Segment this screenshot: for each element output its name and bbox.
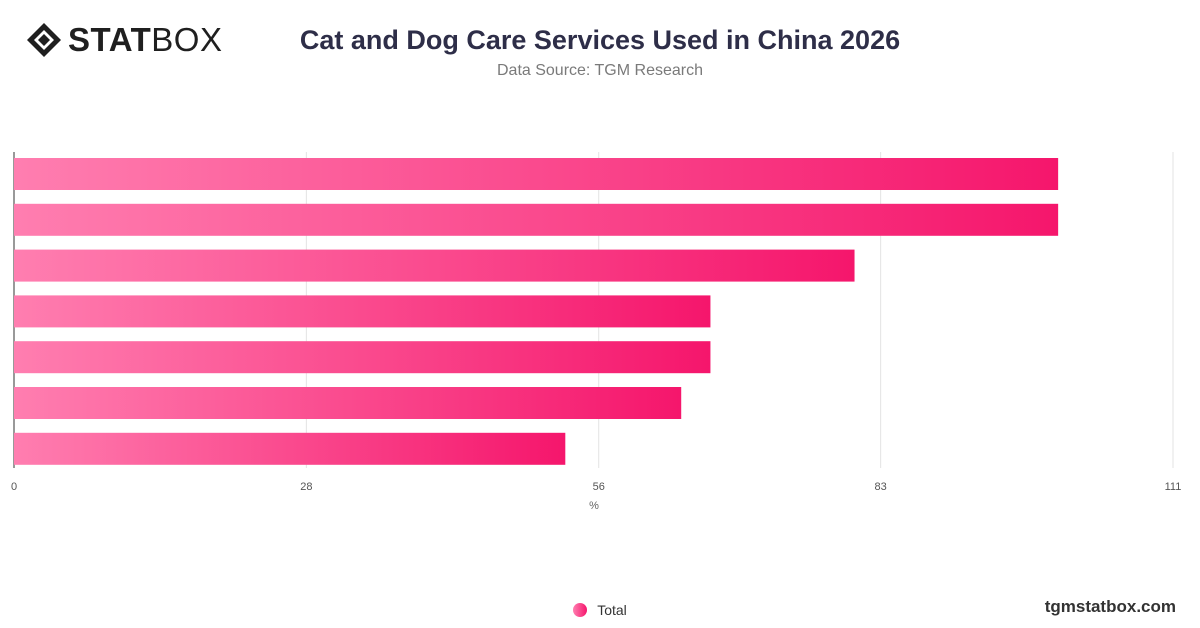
bar[interactable] <box>14 387 682 419</box>
x-axis-ticks: 0 28 56 83 111 <box>11 481 1181 493</box>
bar-chart: 0 28 56 83 111 % <box>11 152 1181 512</box>
x-tick-label: 83 <box>875 481 887 493</box>
x-axis-label: % <box>589 500 599 512</box>
legend-swatch <box>573 603 588 617</box>
chart-subtitle: Data Source: TGM Research <box>496 62 703 79</box>
legend-label: Total <box>597 602 627 618</box>
bar[interactable] <box>14 203 1059 236</box>
statbox-logo: STATBOX <box>26 22 222 58</box>
bars <box>14 158 1059 465</box>
bar[interactable] <box>14 341 711 374</box>
statbox-logo-text: STATBOX <box>68 21 223 58</box>
x-tick-label: 56 <box>593 481 605 493</box>
bar[interactable] <box>14 432 566 465</box>
statbox-logo-icon <box>27 23 61 57</box>
bar[interactable] <box>14 158 1059 190</box>
bar[interactable] <box>14 295 711 328</box>
footer-site[interactable]: tgmstatbox.com <box>1044 597 1176 616</box>
x-tick-label: 0 <box>11 481 17 493</box>
x-tick-label: 28 <box>300 481 312 493</box>
legend[interactable]: Total <box>0 602 1200 618</box>
chart-title: Cat and Dog Care Services Used in China … <box>299 25 901 55</box>
bar[interactable] <box>14 249 855 282</box>
x-tick-label: 111 <box>1165 481 1182 493</box>
